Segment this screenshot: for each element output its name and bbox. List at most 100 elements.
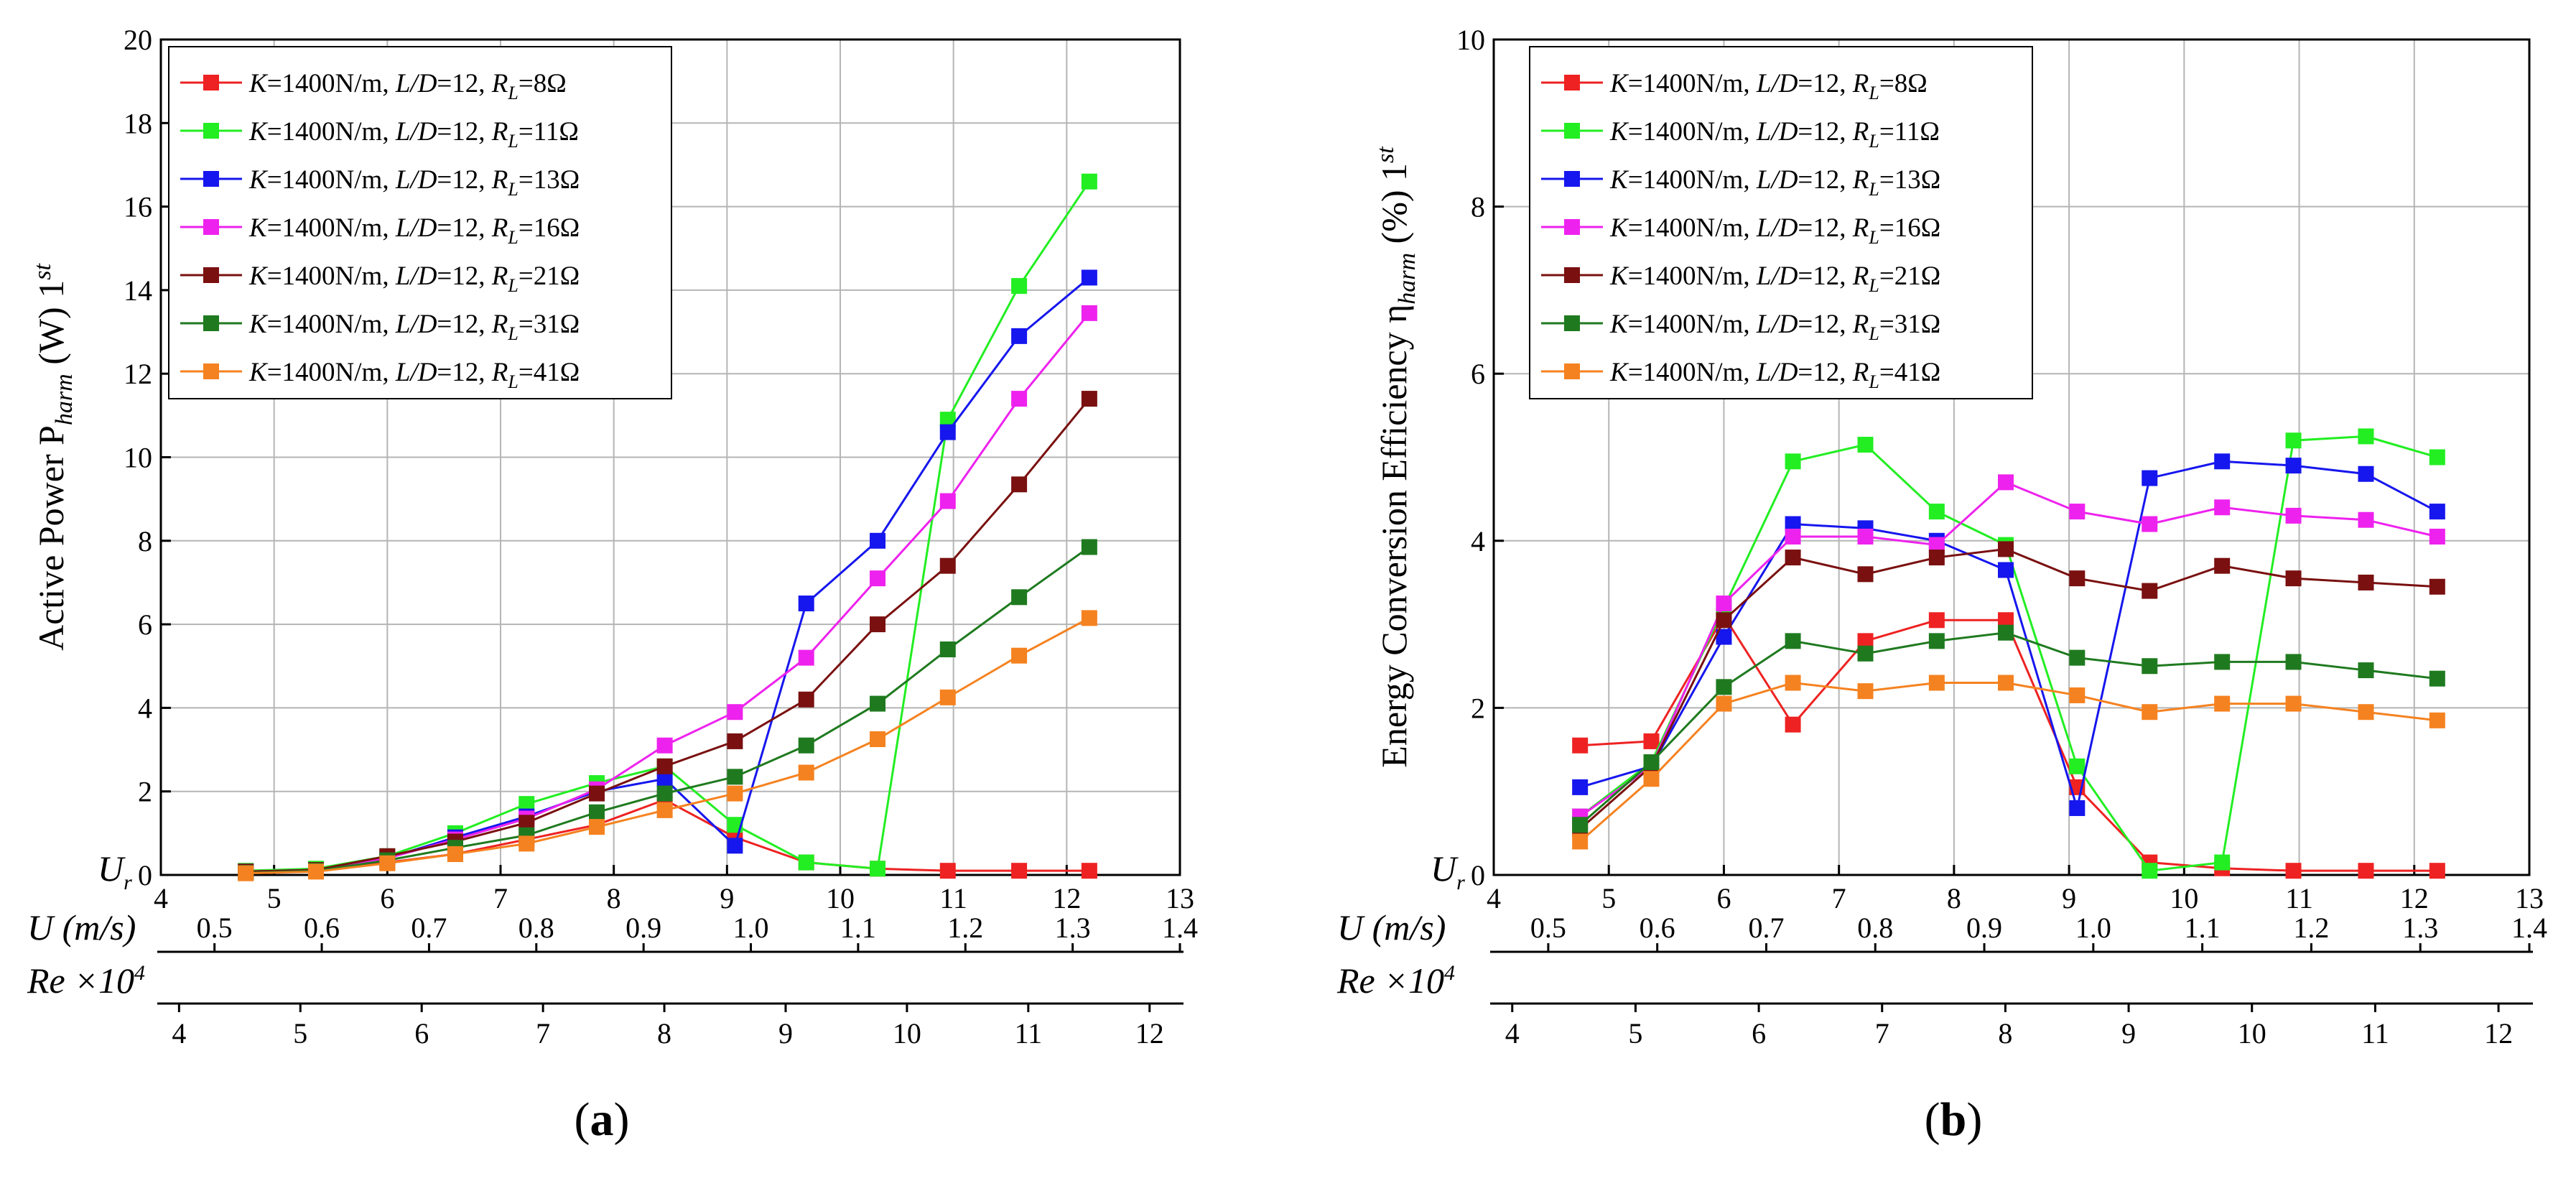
- chart-panel-b: 0 2 4 6 8 10 Energy Conversion Efficiency ηhar…: [1336, 24, 2547, 1146]
- data-point: [870, 861, 886, 877]
- data-point: [2358, 704, 2374, 721]
- data-point: [939, 493, 956, 509]
- y-tick-label: 20: [124, 24, 152, 56]
- data-point: [1997, 474, 2014, 491]
- legend-marker: [203, 171, 219, 187]
- data-point: [656, 758, 673, 774]
- x-tick-label-ur: 7: [493, 882, 508, 914]
- data-point: [1716, 629, 1732, 645]
- x-tick-label-re: 6: [1752, 1017, 1766, 1050]
- data-point: [1081, 863, 1097, 879]
- data-point: [2214, 557, 2231, 574]
- x-tick-label-re: 11: [2361, 1017, 2389, 1050]
- legend-entry: K=1400N/m, L/D=12, RL=21Ω: [1609, 261, 1940, 296]
- data-point: [2214, 695, 2231, 712]
- legend-marker: [1564, 219, 1580, 235]
- data-point: [1857, 633, 1874, 649]
- data-point: [798, 737, 814, 754]
- data-point: [589, 804, 605, 820]
- data-point: [656, 785, 673, 802]
- legend-entry: K=1400N/m, L/D=12, RL=13Ω: [1609, 165, 1940, 200]
- legend-entry: K=1400N/m, L/D=12, RL=8Ω: [1609, 69, 1928, 103]
- x-tick-label-re: 8: [1998, 1017, 2012, 1050]
- data-point: [2358, 511, 2374, 528]
- data-point: [2142, 704, 2158, 721]
- data-point: [1928, 504, 1945, 520]
- y-tick-label: 10: [124, 442, 152, 474]
- data-point: [2142, 658, 2158, 675]
- x-tick-label-u: 0.5: [1530, 912, 1566, 944]
- x-tick-label-u: 0.7: [1748, 912, 1784, 944]
- data-point: [2214, 654, 2231, 670]
- y-tick-label: 14: [124, 274, 152, 307]
- data-point: [2069, 800, 2086, 816]
- data-point: [2214, 854, 2231, 871]
- x-tick-label-ur: 12: [1052, 882, 1081, 914]
- x-tick-label-u: 1.0: [2075, 912, 2111, 944]
- data-point: [727, 838, 743, 854]
- x-tick-label-u: 0.8: [519, 912, 554, 944]
- data-point: [1572, 737, 1589, 754]
- data-point: [2358, 465, 2374, 482]
- data-point: [2429, 528, 2445, 545]
- data-point: [1011, 391, 1028, 407]
- y-tick-label: 0: [138, 859, 152, 891]
- data-point: [2285, 863, 2302, 879]
- x-tick-label-re: 12: [1135, 1017, 1164, 1050]
- data-point: [1857, 683, 1874, 700]
- series-6: [1572, 675, 2445, 850]
- data-point: [727, 769, 743, 785]
- x-tick-label-u: 0.9: [1966, 912, 2002, 944]
- data-point: [2429, 712, 2445, 728]
- data-point: [1081, 269, 1097, 286]
- data-point: [1011, 647, 1028, 664]
- series-3: [1572, 474, 2445, 825]
- data-point: [2142, 470, 2158, 486]
- data-point: [1011, 589, 1028, 606]
- x-tick-label-re: 8: [657, 1017, 671, 1050]
- data-point: [1716, 612, 1732, 629]
- data-point: [1928, 633, 1945, 649]
- data-point: [798, 596, 814, 612]
- x-tick-label-re: 12: [2484, 1017, 2513, 1050]
- x-tick-label-u: 0.6: [304, 912, 340, 944]
- x-tick-label-ur: 12: [2400, 882, 2429, 914]
- y-tick-label: 2: [1471, 692, 1485, 724]
- data-point: [2069, 758, 2086, 774]
- y-axis-title: Energy Conversion Efficiency ηharm (%) 1…: [1372, 146, 1420, 768]
- legend-marker: [203, 267, 219, 283]
- x-tick-label-re: 11: [1015, 1017, 1043, 1050]
- data-point: [2285, 432, 2302, 449]
- chart-panel-a: 0 2 4 6 8 10 12 14 16 18 20 Active Power Pharm (W) …: [27, 24, 1198, 1146]
- legend-entry: K=1400N/m, L/D=12, RL=41Ω: [1609, 358, 1940, 392]
- x-tick-label-re: 5: [1628, 1017, 1642, 1050]
- data-point: [656, 802, 673, 818]
- data-point: [1857, 528, 1874, 545]
- data-point: [939, 641, 956, 657]
- x-axis-title-ur: Ur: [1431, 848, 1465, 894]
- x-tick-label-ur: 10: [826, 882, 855, 914]
- data-point: [798, 764, 814, 781]
- y-tick-label: 8: [1471, 191, 1485, 223]
- x-tick-label-re: 9: [778, 1017, 793, 1050]
- data-point: [238, 865, 254, 881]
- data-point: [1716, 695, 1732, 712]
- data-point: [939, 424, 956, 440]
- legend: K=1400N/m, L/D=12, RL=8Ω K=1400N/m, L/D=1…: [1529, 46, 2033, 399]
- x-tick-label-u: 1.2: [947, 912, 983, 944]
- data-point: [1997, 612, 2014, 629]
- data-point: [656, 737, 673, 754]
- panel-label: (a): [575, 1093, 630, 1146]
- x-tick-label-ur: 5: [267, 882, 282, 914]
- data-point: [1643, 754, 1660, 770]
- data-point: [939, 412, 956, 428]
- data-point: [1785, 633, 1801, 649]
- x-tick-label-re: 10: [893, 1017, 921, 1050]
- data-point: [1997, 675, 2014, 691]
- legend-entry: K=1400N/m, L/D=12, RL=31Ω: [248, 310, 580, 344]
- data-point: [1643, 733, 1660, 749]
- data-point: [727, 785, 743, 802]
- legend-marker: [1564, 315, 1580, 331]
- legend-marker: [1564, 171, 1580, 187]
- legend-entry: K=1400N/m, L/D=12, RL=13Ω: [248, 165, 580, 200]
